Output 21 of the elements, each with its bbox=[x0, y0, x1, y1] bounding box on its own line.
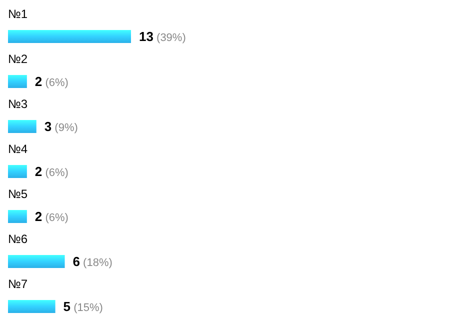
bar bbox=[8, 300, 56, 313]
bar bbox=[8, 120, 36, 133]
bar bbox=[8, 210, 27, 223]
data-label: 5 (15%) bbox=[63, 299, 103, 314]
data-label: 2 (6%) bbox=[34, 209, 68, 224]
bar bbox=[8, 165, 27, 178]
data-label: 3 (9%) bbox=[44, 119, 78, 134]
y-tick-label: №1 bbox=[8, 7, 28, 21]
y-tick-label: №2 bbox=[8, 52, 28, 66]
y-tick-label: №7 bbox=[8, 277, 28, 291]
data-label: 2 (6%) bbox=[34, 164, 68, 179]
bar bbox=[8, 255, 65, 268]
bar bbox=[8, 75, 27, 88]
bar bbox=[8, 30, 131, 43]
y-tick-label: №5 bbox=[8, 187, 28, 201]
data-label: 13 (39%) bbox=[139, 29, 186, 44]
data-label: 2 (6%) bbox=[34, 74, 68, 89]
y-tick-label: №3 bbox=[8, 97, 28, 111]
data-label: 6 (18%) bbox=[72, 254, 112, 269]
y-tick-label: №6 bbox=[8, 232, 28, 246]
y-tick-label: №4 bbox=[8, 142, 28, 156]
